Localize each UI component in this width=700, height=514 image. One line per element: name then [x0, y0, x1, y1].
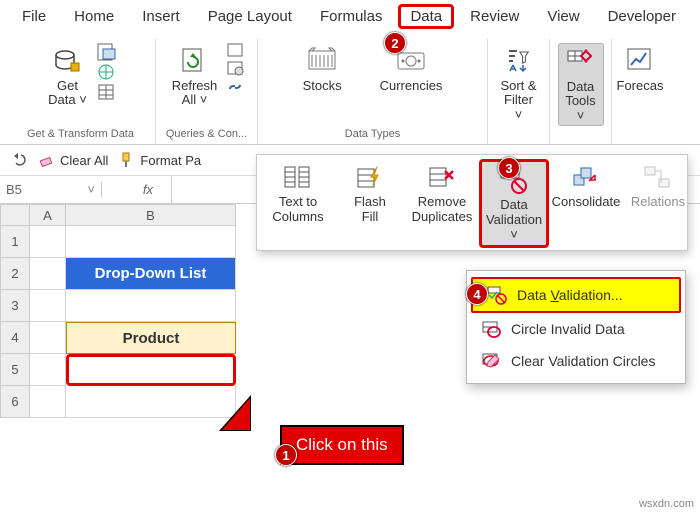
- row-header[interactable]: 1: [0, 226, 30, 258]
- flash-fill-button[interactable]: Flash Fill: [335, 159, 405, 248]
- menu-developer[interactable]: Developer: [596, 4, 688, 29]
- currencies-button[interactable]: Currencies: [376, 43, 447, 95]
- menu-item-data-validation[interactable]: Data Validation...: [471, 277, 681, 313]
- forecast-button[interactable]: Forecas: [613, 43, 668, 95]
- data-validation-menu-icon: [487, 285, 507, 305]
- consolidate-button[interactable]: Consolidate: [551, 159, 621, 248]
- forecast-icon: [624, 45, 656, 77]
- stocks-button[interactable]: Stocks: [299, 43, 346, 95]
- text-to-columns-button[interactable]: Text to Columns: [263, 159, 333, 248]
- refresh-all-button[interactable]: Refresh All ˅: [168, 43, 222, 110]
- menu-home[interactable]: Home: [62, 4, 126, 29]
- row-header[interactable]: 3: [0, 290, 30, 322]
- relationships-icon: [643, 163, 673, 193]
- consolidate-icon: [571, 163, 601, 193]
- col-header-B[interactable]: B: [66, 204, 236, 226]
- data-tools-panel: Text to Columns Flash Fill Remove Duplic…: [256, 154, 688, 251]
- remove-duplicates-button[interactable]: Remove Duplicates: [407, 159, 477, 248]
- step-badge-3: 3: [498, 157, 520, 179]
- data-tools-icon: [565, 46, 597, 78]
- select-all-corner[interactable]: [0, 204, 30, 226]
- title-cell: Drop-Down List: [66, 258, 236, 290]
- menu-bar: File Home Insert Page Layout Formulas Da…: [0, 0, 700, 35]
- product-header-cell: Product: [66, 322, 236, 354]
- sort-filter-icon: [503, 45, 535, 77]
- row-header[interactable]: 4: [0, 322, 30, 354]
- name-box[interactable]: B5˅: [0, 182, 102, 197]
- eraser-icon: [38, 151, 56, 169]
- menu-view[interactable]: View: [535, 4, 591, 29]
- text-to-columns-icon: [283, 163, 313, 193]
- paintbrush-icon: [118, 151, 136, 169]
- flash-fill-icon: [355, 163, 385, 193]
- format-painter-button[interactable]: Format Pa: [118, 151, 201, 169]
- data-tools-button[interactable]: Data Tools ˅: [558, 43, 604, 126]
- menu-file[interactable]: File: [10, 4, 58, 29]
- get-transform-small: [97, 43, 117, 101]
- get-data-button[interactable]: Get Data ˅: [44, 43, 91, 110]
- menu-formulas[interactable]: Formulas: [308, 4, 395, 29]
- watermark: wsxdn.com: [639, 498, 694, 510]
- menu-pagelayout[interactable]: Page Layout: [196, 4, 304, 29]
- fx-label[interactable]: fx: [133, 182, 163, 197]
- group-label-get-transform: Get & Transform Data: [27, 126, 134, 144]
- selected-cell-B5[interactable]: [66, 354, 236, 386]
- get-data-icon: [51, 45, 83, 77]
- clear-all-button[interactable]: Clear All: [38, 151, 108, 169]
- circle-invalid-icon: [481, 319, 501, 339]
- step-badge-2: 2: [384, 32, 406, 54]
- stocks-icon: [306, 45, 338, 77]
- refresh-icon: [179, 45, 211, 77]
- edit-links-icon[interactable]: [227, 79, 245, 95]
- queries-icon[interactable]: [227, 43, 245, 59]
- relationships-button[interactable]: Relations: [623, 159, 693, 248]
- row-header[interactable]: 6: [0, 386, 30, 418]
- menu-data[interactable]: Data: [398, 4, 454, 29]
- from-web-icon[interactable]: [97, 63, 117, 81]
- annotation-callout: Click on this: [280, 425, 404, 465]
- group-label-queries: Queries & Con...: [166, 126, 247, 144]
- menu-item-clear-circles[interactable]: Clear Validation Circles: [467, 345, 685, 377]
- group-label-datatypes: Data Types: [345, 126, 400, 144]
- menu-item-circle-invalid[interactable]: Circle Invalid Data: [467, 313, 685, 345]
- from-text-icon[interactable]: [97, 43, 117, 61]
- row-header[interactable]: 5: [0, 354, 30, 386]
- col-header-A[interactable]: A: [30, 204, 66, 226]
- row-header[interactable]: 2: [0, 258, 30, 290]
- undo-icon[interactable]: [10, 151, 28, 169]
- menu-insert[interactable]: Insert: [130, 4, 192, 29]
- remove-duplicates-icon: [427, 163, 457, 193]
- sort-filter-button[interactable]: Sort & Filter ˅: [496, 43, 542, 124]
- properties-icon[interactable]: [227, 61, 245, 77]
- menu-review[interactable]: Review: [458, 4, 531, 29]
- step-badge-4: 4: [466, 283, 488, 305]
- clear-circles-icon: [481, 351, 501, 371]
- step-badge-1: 1: [275, 444, 297, 466]
- ribbon: Get Data ˅ Get & Transform Data Refresh …: [0, 35, 700, 145]
- data-validation-menu: Data Validation... Circle Invalid Data C…: [466, 270, 686, 384]
- from-table-icon[interactable]: [97, 83, 117, 101]
